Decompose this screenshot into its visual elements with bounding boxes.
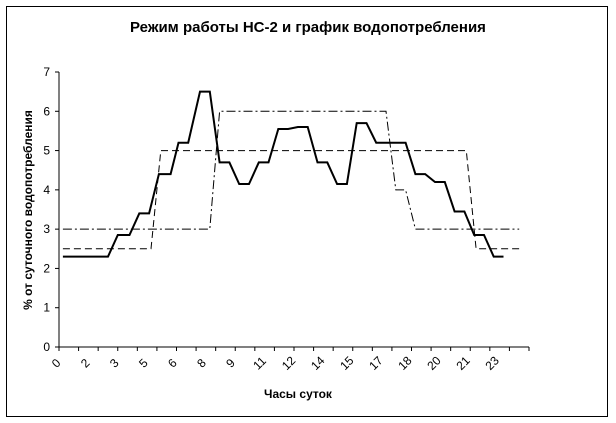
x-axis-label: Часы суток: [264, 387, 333, 401]
x-tick-label: 8: [194, 356, 209, 371]
x-tick-label: 14: [308, 353, 328, 373]
series-line-1-solid: [62, 90, 504, 258]
y-tick-label: 4: [43, 183, 50, 197]
chart-frame: [6, 6, 608, 417]
x-tick-label: 18: [395, 353, 415, 373]
y-tick-label: 3: [43, 222, 50, 236]
x-tick-label: 5: [136, 356, 151, 371]
x-tick-label: 23: [482, 353, 502, 373]
x-tick-label: 6: [165, 356, 180, 371]
y-axis-label: % от суточного водопотребления: [21, 110, 35, 310]
y-tick-label: 1: [43, 301, 50, 315]
y-tick-label: 0: [43, 340, 50, 354]
x-tick-label: 17: [366, 353, 386, 373]
x-tick-label: 12: [279, 353, 299, 373]
x-tick-label: 21: [453, 353, 473, 373]
x-tick-label: 2: [78, 356, 93, 371]
series-line-2-dashed: [62, 150, 520, 250]
y-tick-label: 7: [43, 65, 50, 79]
chart-title: Режим работы НС-2 и график водопотреблен…: [130, 19, 486, 36]
x-tick-label: 20: [424, 353, 444, 373]
x-tick-label: 3: [107, 356, 122, 371]
y-tick-label: 2: [43, 261, 50, 275]
series-line-3-dash-dot: [62, 110, 520, 230]
x-tick-label: 9: [223, 356, 238, 371]
x-tick-label: 0: [49, 356, 64, 371]
x-tick-label: 11: [250, 354, 269, 373]
y-tick-label: 6: [43, 104, 50, 118]
y-tick-label: 5: [43, 144, 50, 158]
x-tick-label: 15: [337, 353, 357, 373]
